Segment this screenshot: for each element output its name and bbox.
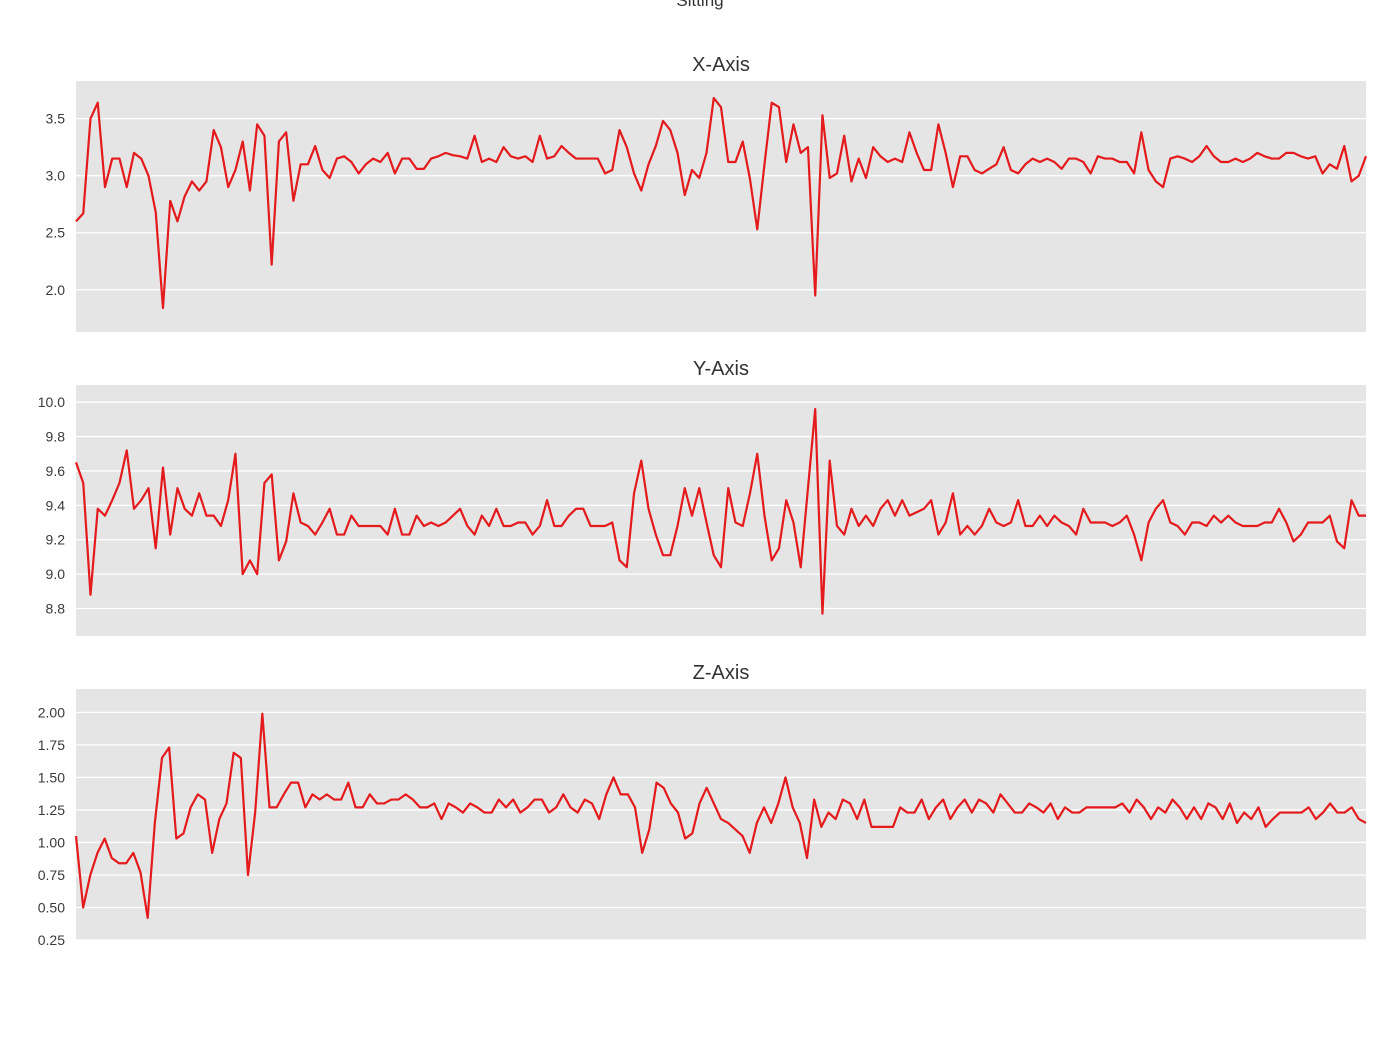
z-axis-plot-background — [76, 689, 1366, 940]
x-axis-ytick-label: 3.5 — [46, 111, 66, 127]
y-axis-ytick-label: 9.8 — [46, 429, 66, 445]
z-axis-ytick-label: 1.00 — [38, 834, 65, 850]
y-axis-panel: Y-Axis 8.8 9.0 9.2 9.4 9.6 9.8 10.0 — [0, 349, 1400, 649]
y-axis-title: Y-Axis — [693, 358, 749, 380]
z-axis-ytick-label: 0.75 — [38, 867, 65, 883]
y-axis-ytick-label: 9.0 — [46, 566, 66, 582]
x-axis-ytick-label: 3.0 — [46, 168, 66, 184]
figure-title: Sitting — [0, 0, 1400, 11]
z-axis-chart: Z-Axis 0.25 0.50 0.75 1.00 1.25 1.50 1.75 2.00 — [0, 653, 1400, 953]
x-axis-chart: X-Axis 2.0 2.5 3.0 3.5 — [0, 45, 1400, 345]
z-axis-panel: Z-Axis 0.25 0.50 0.75 1.00 1.25 1.50 1.75 2.00 — [0, 653, 1400, 953]
x-axis-title: X-Axis — [692, 54, 750, 76]
y-axis-ytick-label: 9.4 — [46, 497, 66, 513]
y-axis-ytick-label: 9.2 — [46, 532, 66, 548]
z-axis-ytick-label: 1.75 — [38, 737, 65, 753]
x-axis-panel: X-Axis 2.0 2.5 3.0 3.5 — [0, 45, 1400, 345]
x-axis-ytick-label: 2.0 — [46, 282, 66, 298]
z-axis-ytick-label: 0.50 — [38, 899, 65, 915]
z-axis-title: Z-Axis — [693, 662, 750, 684]
y-axis-chart: Y-Axis 8.8 9.0 9.2 9.4 9.6 9.8 10.0 — [0, 349, 1400, 649]
x-axis-ytick-label: 2.5 — [46, 225, 66, 241]
z-axis-ytick-label: 1.50 — [38, 769, 65, 785]
z-axis-ytick-label: 1.25 — [38, 802, 65, 818]
y-axis-ytick-label: 9.6 — [46, 463, 66, 479]
y-axis-plot-background — [76, 385, 1366, 636]
z-axis-ytick-label: 2.00 — [38, 704, 65, 720]
z-axis-ytick-label: 0.25 — [38, 932, 65, 948]
y-axis-ytick-label: 8.8 — [46, 600, 66, 616]
y-axis-ytick-label: 10.0 — [38, 394, 65, 410]
